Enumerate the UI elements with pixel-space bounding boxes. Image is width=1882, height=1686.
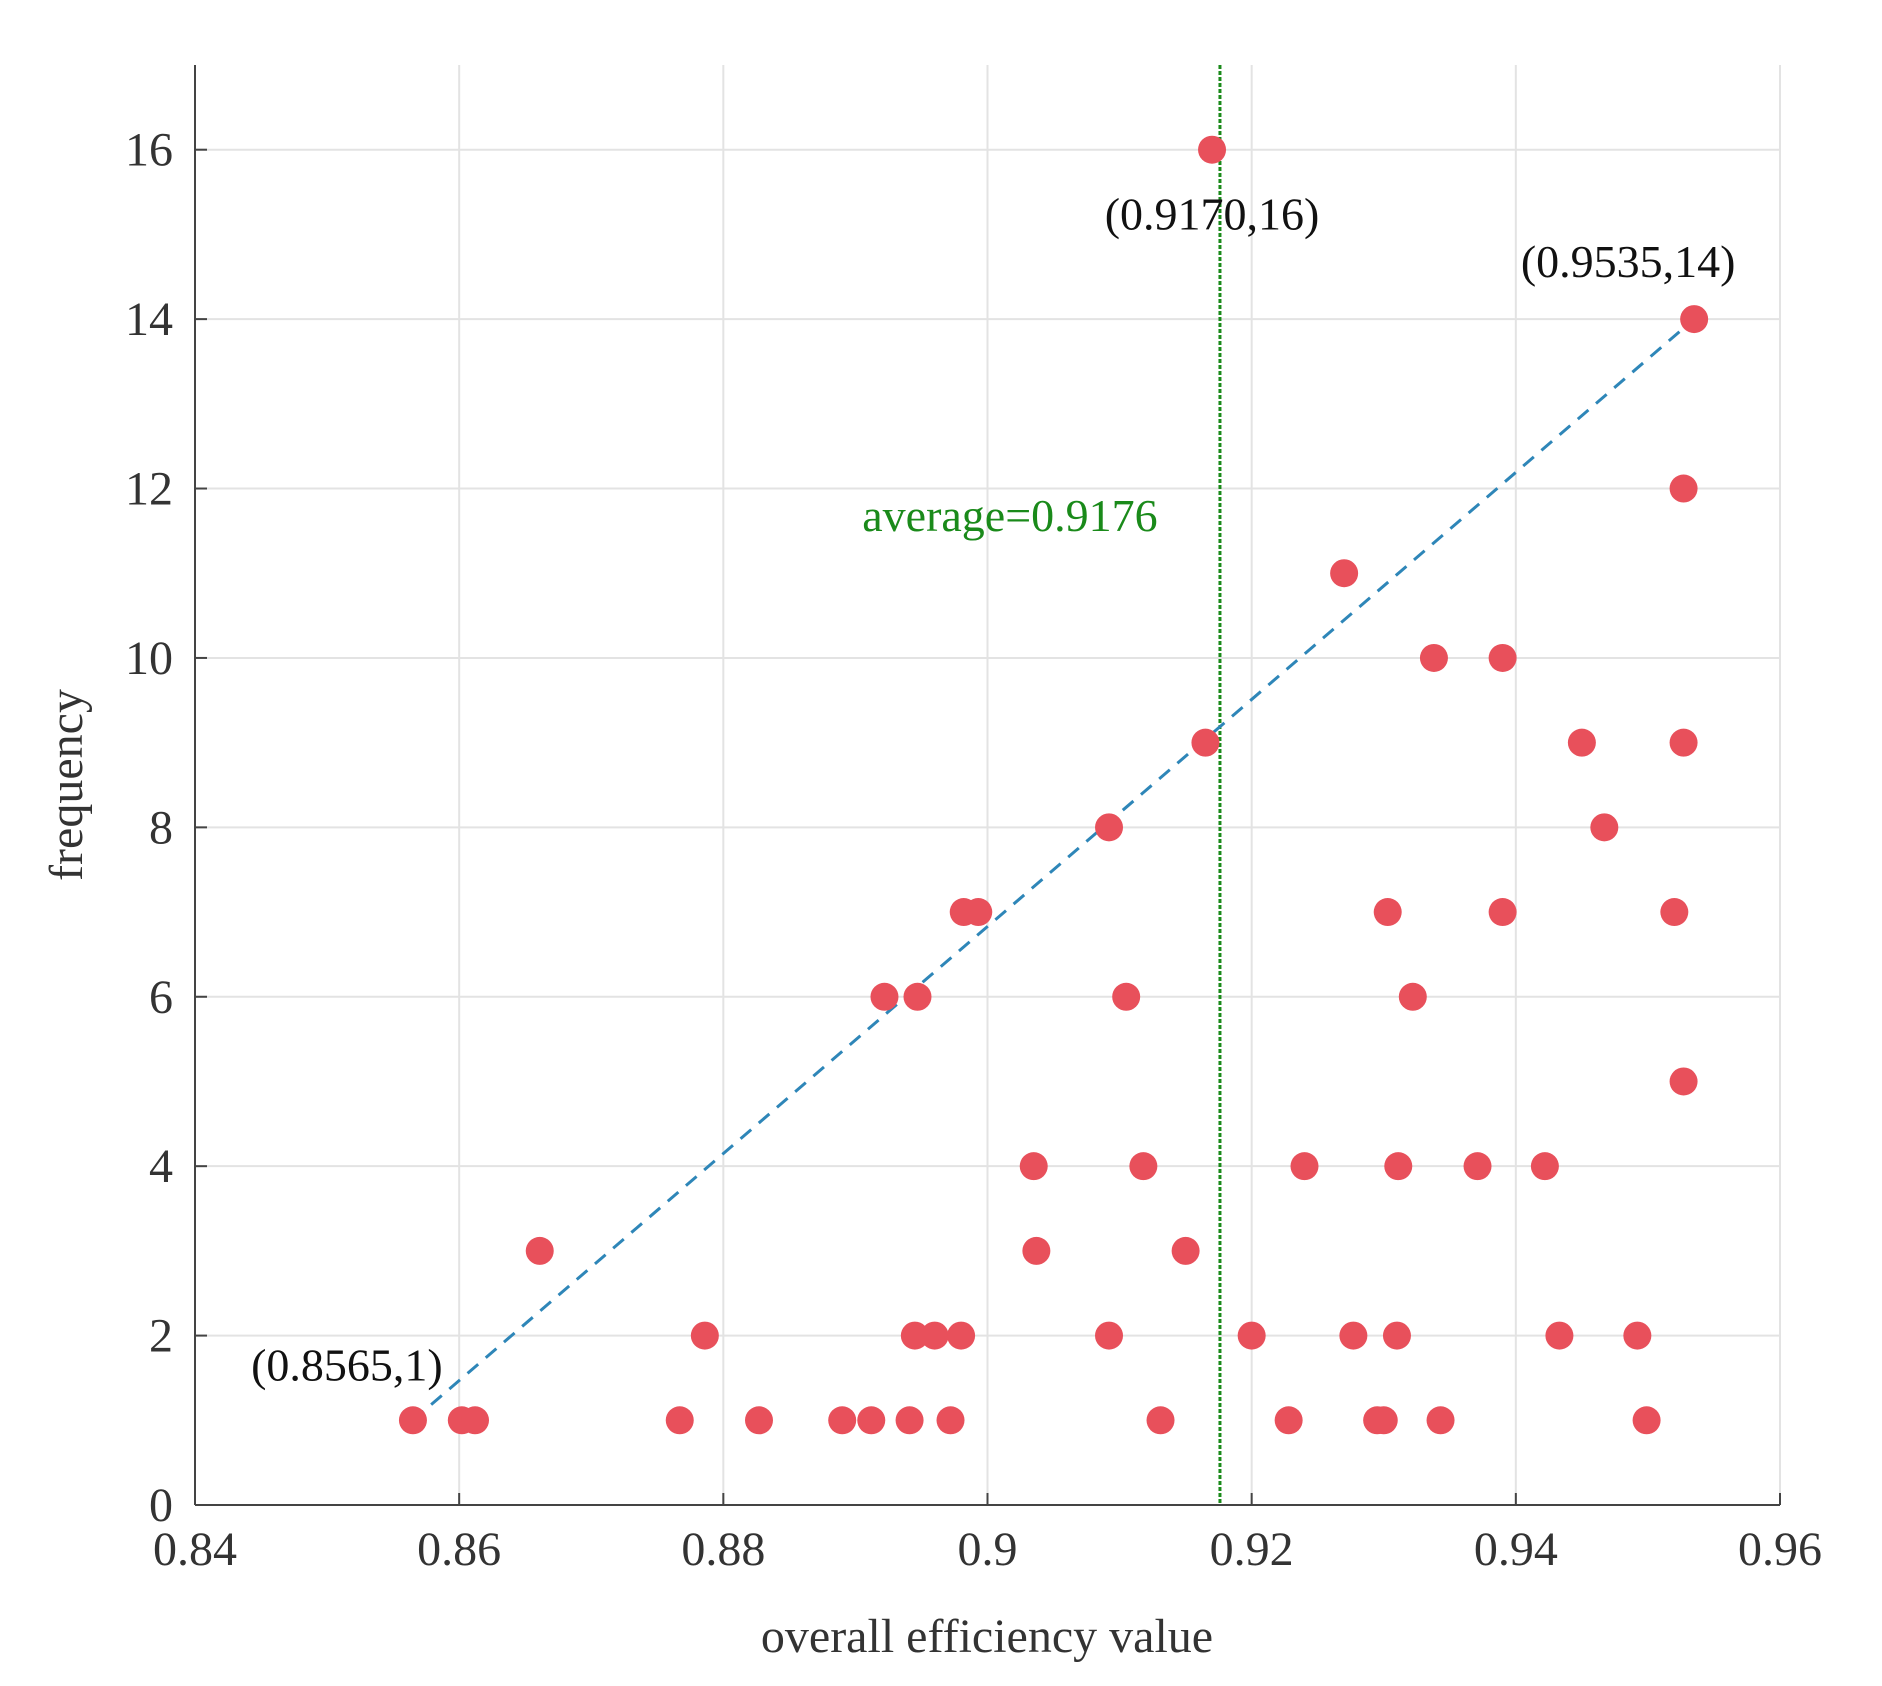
- data-point: [1019, 1152, 1048, 1181]
- y-tick-label: 8: [149, 801, 173, 854]
- data-point: [1426, 1406, 1455, 1435]
- reference-lines: [411, 65, 1696, 1505]
- data-point: [1095, 813, 1124, 842]
- y-tick-label: 12: [125, 463, 173, 516]
- data-point: [1237, 1321, 1266, 1350]
- data-point: [1191, 728, 1220, 757]
- y-tick-label: 2: [149, 1310, 173, 1363]
- data-point: [1632, 1406, 1661, 1435]
- data-point: [398, 1406, 427, 1435]
- data-point: [895, 1406, 924, 1435]
- data-point: [1274, 1406, 1303, 1435]
- data-point: [525, 1236, 554, 1265]
- data-point: [1290, 1152, 1319, 1181]
- x-tick-label: 0.84: [153, 1523, 237, 1576]
- x-tick-label: 0.9: [958, 1523, 1018, 1576]
- data-point: [936, 1406, 965, 1435]
- data-point: [828, 1406, 857, 1435]
- data-point: [1567, 728, 1596, 757]
- data-point: [1095, 1321, 1124, 1350]
- annotation-label: average=0.9176: [862, 490, 1157, 541]
- data-point: [1590, 813, 1619, 842]
- data-point: [1339, 1321, 1368, 1350]
- x-tick-label: 0.92: [1210, 1523, 1294, 1576]
- data-point: [1669, 474, 1698, 503]
- data-point: [461, 1406, 490, 1435]
- y-tick-label: 6: [149, 971, 173, 1024]
- y-tick-label: 4: [149, 1140, 173, 1193]
- data-point: [903, 982, 932, 1011]
- data-point: [744, 1406, 773, 1435]
- x-axis-label: overall efficiency value: [761, 1610, 1213, 1663]
- data-points: [398, 135, 1709, 1435]
- data-point: [857, 1406, 886, 1435]
- data-point: [1623, 1321, 1652, 1350]
- data-point: [1488, 898, 1517, 927]
- data-point: [1488, 643, 1517, 672]
- y-tick-label: 0: [149, 1479, 173, 1532]
- data-point: [690, 1321, 719, 1350]
- data-point: [1669, 1067, 1698, 1096]
- x-tick-label: 0.96: [1738, 1523, 1822, 1576]
- annotation-label: (0.8565,1): [251, 1339, 443, 1390]
- x-tick-label: 0.88: [681, 1523, 765, 1576]
- data-point: [1369, 1406, 1398, 1435]
- data-point: [1129, 1152, 1158, 1181]
- x-tick-label: 0.86: [417, 1523, 501, 1576]
- data-point: [1545, 1321, 1574, 1350]
- data-point: [1384, 1152, 1413, 1181]
- data-point: [665, 1406, 694, 1435]
- data-point: [1198, 135, 1227, 164]
- data-point: [1330, 559, 1359, 588]
- y-tick-labels: 0 2 4 6 8 10 12 14 16: [125, 124, 207, 1532]
- data-point: [920, 1321, 949, 1350]
- data-point: [1463, 1152, 1492, 1181]
- data-point: [1112, 982, 1141, 1011]
- data-point: [1171, 1236, 1200, 1265]
- x-tick-labels: 0.84 0.86 0.88 0.9 0.92 0.94 0.96: [153, 1493, 1822, 1576]
- annotations: (0.9170,16) (0.9535,14) (0.8565,1) average=…: [251, 189, 1735, 1391]
- annotation-label: (0.9535,14): [1521, 236, 1736, 287]
- data-point: [1419, 643, 1448, 672]
- trend-line: [411, 317, 1696, 1422]
- grid: [195, 65, 1781, 1505]
- annotation-label: (0.9170,16): [1105, 189, 1320, 240]
- data-point: [1373, 898, 1402, 927]
- y-tick-label: 10: [125, 632, 173, 685]
- data-point: [1146, 1406, 1175, 1435]
- data-point: [900, 1321, 929, 1350]
- data-point: [1669, 728, 1698, 757]
- data-point: [1660, 898, 1689, 927]
- data-point: [1398, 982, 1427, 1011]
- data-point: [1680, 305, 1709, 334]
- data-point: [1022, 1236, 1051, 1265]
- data-point: [964, 898, 993, 927]
- y-axis-label: frequency: [40, 689, 93, 881]
- y-tick-label: 16: [125, 124, 173, 177]
- data-point: [1382, 1321, 1411, 1350]
- data-point: [870, 982, 899, 1011]
- y-tick-label: 14: [125, 293, 173, 346]
- data-point: [1530, 1152, 1559, 1181]
- data-point: [947, 1321, 976, 1350]
- x-tick-label: 0.94: [1474, 1523, 1558, 1576]
